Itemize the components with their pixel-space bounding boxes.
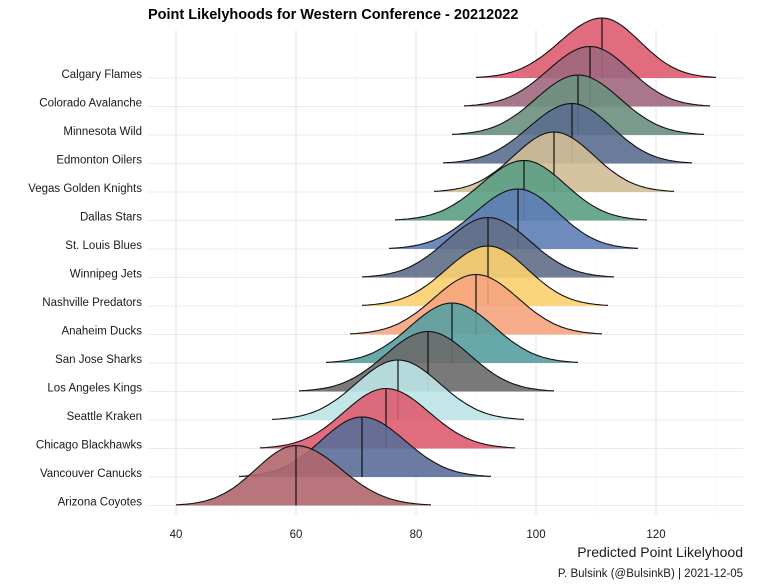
ridge-area	[176, 445, 431, 506]
x-axis-label: Predicted Point Likelyhood	[577, 544, 743, 560]
caption: P. Bulsink (@BulsinkB) | 2021-12-05	[558, 568, 743, 580]
ridge-outline	[175, 444, 432, 506]
y-tick-label: Los Angeles Kings	[47, 383, 142, 395]
ridge-outline	[475, 17, 717, 78]
y-tick-label: Dallas Stars	[80, 212, 142, 224]
y-tick-label: Seattle Kraken	[67, 411, 142, 423]
ridge-outline	[259, 387, 516, 449]
ridge-area	[443, 103, 692, 164]
y-tick-label: Vancouver Canucks	[40, 468, 142, 480]
y-tick-label: Chicago Blackhawks	[36, 440, 142, 452]
ridge-outline	[298, 330, 555, 392]
x-tick-label: 40	[170, 529, 183, 541]
y-tick-label: Nashville Predators	[42, 297, 142, 309]
y-tick-label: Edmonton Oilers	[56, 155, 142, 167]
x-tick-label: 80	[410, 529, 423, 541]
ridge-outline	[388, 188, 639, 249]
y-tick-label: St. Louis Blues	[65, 240, 142, 252]
ridge-outline	[394, 159, 648, 221]
y-axis-labels: Calgary Flames Colorado Avalanche Minnesot…	[28, 69, 142, 509]
y-tick-label: Calgary Flames	[61, 69, 142, 81]
x-tick-label: 100	[526, 529, 545, 541]
ridge-outline	[361, 245, 609, 306]
y-tick-label: Winnipeg Jets	[70, 269, 142, 281]
ridge-outline	[442, 102, 693, 164]
x-axis-ticks: 40 60 80 100 120	[170, 529, 666, 541]
chart-title: Point Likelyhoods for Western Conference…	[148, 7, 518, 23]
ridge-area	[299, 331, 554, 392]
ridge-outline	[463, 45, 711, 107]
y-tick-label: Vegas Golden Knights	[28, 183, 142, 195]
ridge-area	[389, 189, 638, 249]
y-tick-label: Anaheim Ducks	[61, 326, 142, 338]
ridge-area	[260, 388, 515, 449]
y-tick-label: Colorado Avalanche	[39, 98, 142, 110]
ridge-arizona-coyotes	[175, 444, 432, 506]
y-tick-label: Arizona Coyotes	[58, 497, 143, 509]
y-tick-label: San Jose Sharks	[55, 354, 142, 366]
y-tick-label: Minnesota Wild	[63, 126, 142, 138]
ridges	[175, 17, 717, 506]
x-tick-label: 60	[290, 529, 303, 541]
x-tick-label: 120	[646, 529, 665, 541]
